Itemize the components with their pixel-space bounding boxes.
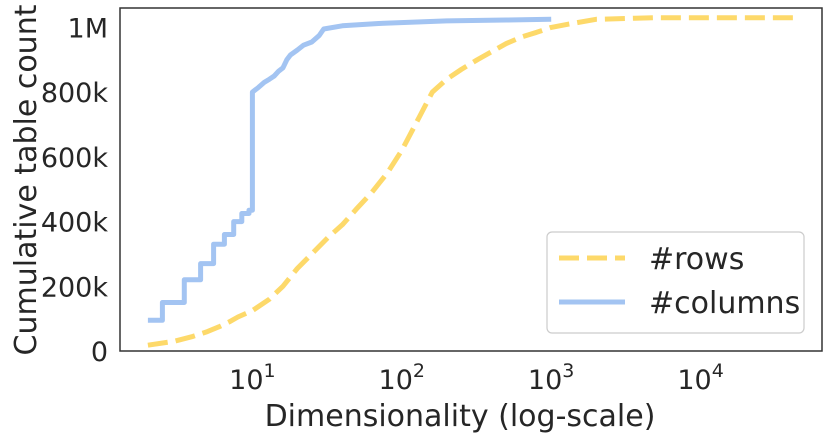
x-axis-ticks: 101 102 103 104 — [229, 360, 724, 396]
y-tick-label: 800k — [41, 78, 109, 109]
legend: #rows #columns — [546, 231, 805, 334]
series-line-columns — [147, 16, 552, 323]
legend-label-rows: #rows — [649, 242, 744, 277]
y-axis-ticks: 0 200k 400k 600k 800k 1M — [41, 13, 109, 368]
y-axis-label: Cumulative table count — [9, 4, 44, 355]
y-tick-label: 1M — [68, 13, 108, 44]
x-axis-label: Dimensionality (log-scale) — [265, 399, 656, 434]
legend-box — [546, 231, 805, 334]
plot-frame — [119, 7, 823, 352]
x-tick-label: 103 — [528, 360, 574, 396]
legend-label-columns: #columns — [649, 286, 800, 321]
y-tick-label: 600k — [41, 143, 109, 174]
y-tick-label: 200k — [41, 272, 109, 303]
x-tick-label: 101 — [229, 360, 275, 396]
y-tick-label: 0 — [91, 337, 108, 368]
x-tick-label: 104 — [677, 360, 723, 396]
y-tick-label: 400k — [41, 208, 109, 239]
series-line-rows — [147, 15, 799, 348]
x-tick-label: 102 — [379, 360, 425, 396]
plot-lines — [147, 15, 799, 348]
